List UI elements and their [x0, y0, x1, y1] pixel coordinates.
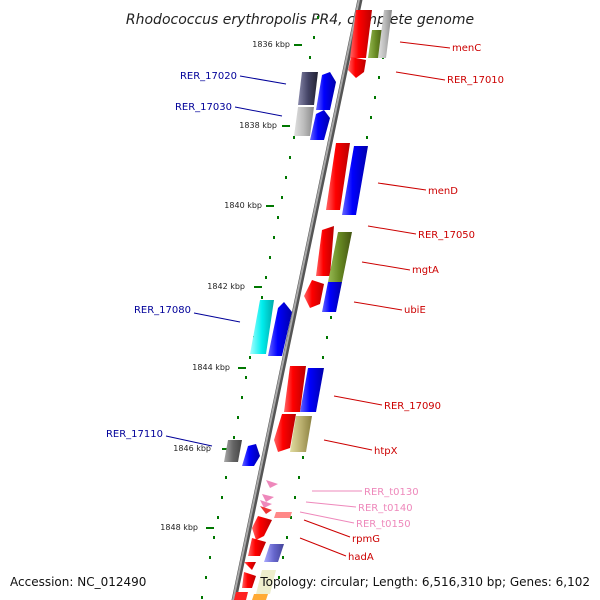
gene-RER_17080-feature[interactable]	[250, 300, 292, 356]
kbp-label-1842: 1842 kbp	[207, 282, 245, 291]
gene-bottom-partial-features	[234, 562, 276, 600]
kbp-label-1840: 1840 kbp	[224, 201, 262, 210]
label-ubiE[interactable]: ubiE	[404, 305, 426, 316]
gene-RER_17110-feature[interactable]	[224, 440, 260, 466]
trna-RER_t0140-feature[interactable]	[260, 494, 274, 508]
kbp-label-1836: 1836 kbp	[252, 40, 290, 49]
label-hadA[interactable]: hadA	[348, 552, 374, 563]
label-leader-lines	[165, 41, 451, 557]
label-RER_t0140[interactable]: RER_t0140	[358, 503, 413, 514]
label-RER_17090[interactable]: RER_17090	[384, 401, 441, 412]
diagram-title: Rhodococcus erythropolis PR4, complete g…	[126, 12, 474, 28]
label-mgtA[interactable]: mgtA	[412, 265, 439, 276]
gene-RER_17050-feature[interactable]	[316, 226, 334, 276]
kbp-label-1848: 1848 kbp	[160, 523, 198, 532]
kbp-label-1838: 1838 kbp	[239, 121, 277, 130]
gene-htpX-feature[interactable]	[274, 414, 312, 452]
topology-text: Topology: circular; Length: 6,516,310 bp…	[259, 575, 590, 589]
accession-text: Accession: NC_012490	[10, 575, 146, 589]
gene-menC-feature[interactable]	[348, 10, 372, 78]
label-RER_t0150[interactable]: RER_t0150	[356, 519, 411, 530]
label-RER_17010[interactable]: RER_17010	[447, 75, 504, 86]
label-RER_t0130[interactable]: RER_t0130	[364, 487, 419, 498]
gene-hadA-feature[interactable]	[248, 538, 284, 562]
genome-axis-highlight	[232, 0, 360, 600]
label-menC[interactable]: menC	[452, 43, 481, 54]
gene-menD-feature[interactable]	[326, 143, 368, 215]
label-RER_17050[interactable]: RER_17050	[418, 230, 475, 241]
kbp-label-1844: 1844 kbp	[192, 363, 230, 372]
kbp-tick-labels: 1836 kbp 1838 kbp 1840 kbp 1842 kbp 1844…	[160, 40, 290, 532]
label-htpX[interactable]: htpX	[374, 446, 398, 457]
kbp-label-1846: 1846 kbp	[173, 444, 211, 453]
gene-RER_17020-feature[interactable]	[298, 72, 336, 110]
gene-features	[224, 10, 392, 600]
gene-ubiE-feature[interactable]	[304, 280, 342, 312]
label-rpmG[interactable]: rpmG	[352, 534, 380, 545]
label-RER_17080[interactable]: RER_17080	[134, 305, 191, 316]
gene-rpmG-feature[interactable]	[252, 516, 272, 540]
gene-RER_17090-feature[interactable]	[284, 366, 324, 412]
gene-RER_17010-feature[interactable]	[368, 10, 392, 58]
gene-mgtA-feature[interactable]	[328, 232, 352, 282]
gene-RER_17030-feature[interactable]	[294, 107, 330, 140]
label-menD[interactable]: menD	[428, 186, 458, 197]
label-RER_17020[interactable]: RER_17020	[180, 71, 237, 82]
trna-RER_t0150-feature[interactable]	[260, 506, 292, 518]
kbp-tick-marks	[206, 44, 302, 529]
label-RER_17030[interactable]: RER_17030	[175, 102, 232, 113]
trna-RER_t0130-feature[interactable]	[266, 480, 278, 488]
gene-labels: menC RER_17010 RER_17020 RER_17030 menD …	[106, 43, 504, 563]
label-RER_17110[interactable]: RER_17110	[106, 429, 163, 440]
